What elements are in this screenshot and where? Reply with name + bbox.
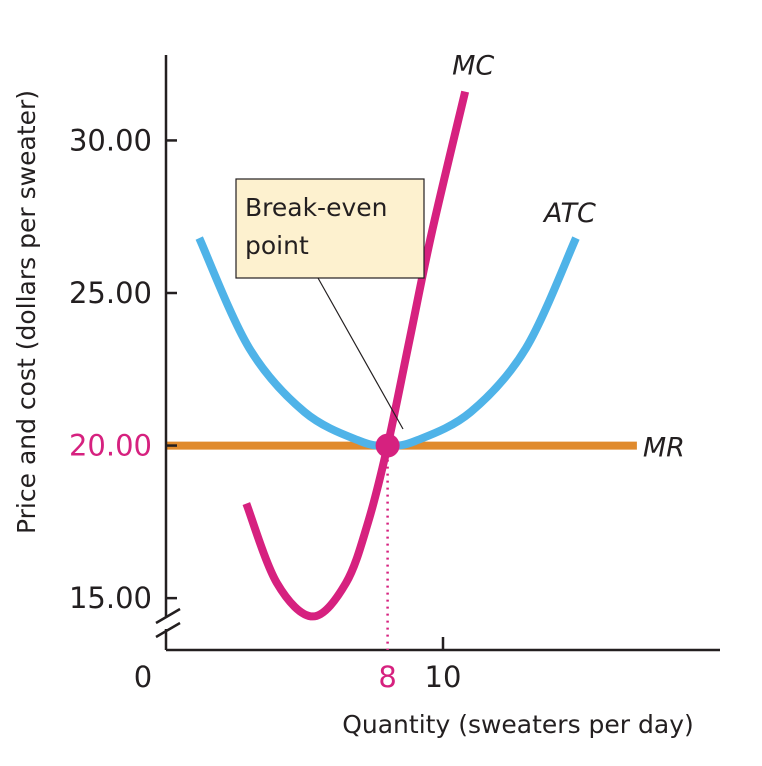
y-tick-label-20-00: 20.00 bbox=[69, 429, 152, 463]
callout-text-line-2: point bbox=[245, 231, 309, 260]
callout-box bbox=[235, 178, 425, 279]
x-origin-label: 0 bbox=[134, 660, 152, 694]
y-axis-break-gap bbox=[150, 617, 182, 629]
break-even-point bbox=[375, 433, 400, 458]
x-axis-title: Quantity (sweaters per day) bbox=[342, 710, 694, 739]
callout-text-line-1: Break-even bbox=[245, 193, 387, 222]
y-axis-title: Price and cost (dollars per sweater) bbox=[12, 90, 41, 534]
y-tick-label-15-00: 15.00 bbox=[69, 581, 152, 615]
x-tick-label-10: 10 bbox=[425, 660, 462, 694]
callout-leader-line bbox=[317, 277, 404, 430]
y-axis-break-mark-lower bbox=[155, 621, 181, 639]
series-atc-label: ATC bbox=[542, 198, 596, 229]
y-tick-label-30-00: 30.00 bbox=[69, 123, 152, 157]
series-mc-line bbox=[242, 90, 470, 621]
x-tick-label-8: 8 bbox=[378, 660, 396, 694]
y-tick-label-25-00: 25.00 bbox=[69, 276, 152, 310]
series-mc-label: MC bbox=[452, 51, 494, 82]
y-axis-break-mark-upper bbox=[155, 607, 181, 625]
series-mr-label: MR bbox=[643, 433, 685, 464]
